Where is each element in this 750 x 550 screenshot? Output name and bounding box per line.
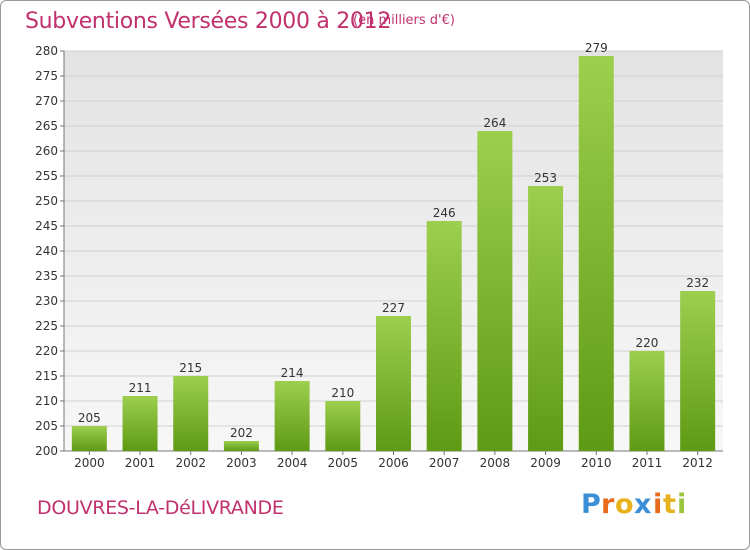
y-tick-label: 270 (35, 94, 58, 108)
y-tick-label: 255 (35, 169, 58, 183)
bar-value-label: 246 (433, 206, 456, 220)
y-tick-label: 250 (35, 194, 58, 208)
y-tick-label: 200 (35, 444, 58, 458)
x-tick-label: 2004 (277, 456, 308, 470)
x-tick-label: 2007 (429, 456, 460, 470)
x-tick-label: 2006 (378, 456, 409, 470)
x-tick-label: 2010 (581, 456, 612, 470)
logo-letter: r (601, 489, 615, 520)
x-tick-label: 2005 (328, 456, 359, 470)
bar-value-label: 264 (483, 116, 506, 130)
x-tick-label: 2008 (480, 456, 511, 470)
y-tick-label: 215 (35, 369, 58, 383)
bar-value-label: 232 (686, 276, 709, 290)
logo-letter: o (615, 489, 634, 520)
bar-value-label: 210 (331, 386, 354, 400)
y-tick-label: 230 (35, 294, 58, 308)
y-tick-label: 265 (35, 119, 58, 133)
bar (426, 221, 462, 451)
bar (274, 381, 310, 451)
logo-letter: P (581, 489, 601, 520)
x-tick-label: 2002 (175, 456, 206, 470)
x-tick-label: 2009 (530, 456, 561, 470)
bar (71, 426, 107, 451)
y-tick-label: 245 (35, 219, 58, 233)
bar-value-label: 214 (281, 366, 304, 380)
x-tick-label: 2011 (632, 456, 663, 470)
bar (325, 401, 361, 451)
bar-value-label: 227 (382, 301, 405, 315)
y-tick-label: 275 (35, 69, 58, 83)
y-tick-label: 220 (35, 344, 58, 358)
x-tick-label: 2000 (74, 456, 105, 470)
bar (629, 351, 665, 451)
bar (680, 291, 716, 451)
bar-value-label: 211 (129, 381, 152, 395)
y-tick-label: 235 (35, 269, 58, 283)
x-tick-label: 2001 (125, 456, 156, 470)
bar-value-label: 253 (534, 171, 557, 185)
bar (477, 131, 513, 451)
bar-value-label: 220 (636, 336, 659, 350)
bar-value-label: 202 (230, 426, 253, 440)
bar (122, 396, 158, 451)
y-tick-label: 240 (35, 244, 58, 258)
bar (223, 441, 259, 451)
x-tick-label: 2012 (682, 456, 713, 470)
logo-letter: x (634, 489, 652, 520)
bar-value-label: 205 (78, 411, 101, 425)
bar (173, 376, 209, 451)
bar (578, 56, 614, 451)
x-tick-label: 2003 (226, 456, 257, 470)
logo-letter: i (653, 489, 663, 520)
bar-value-label: 279 (585, 41, 608, 55)
commune-name: DOUVRES-LA-DéLIVRANDE (37, 497, 284, 519)
bar (528, 186, 564, 451)
y-tick-label: 225 (35, 319, 58, 333)
logo-letter: t (663, 489, 676, 520)
chart-subtitle: (en milliers d'€) (353, 13, 455, 28)
y-tick-label: 280 (35, 44, 58, 58)
bar-value-label: 215 (179, 361, 202, 375)
y-tick-label: 210 (35, 394, 58, 408)
bar (376, 316, 411, 451)
y-tick-label: 205 (35, 419, 58, 433)
y-tick-label: 260 (35, 144, 58, 158)
chart-title: Subventions Versées 2000 à 2012 (25, 9, 392, 34)
logo-letter: i (677, 489, 687, 520)
